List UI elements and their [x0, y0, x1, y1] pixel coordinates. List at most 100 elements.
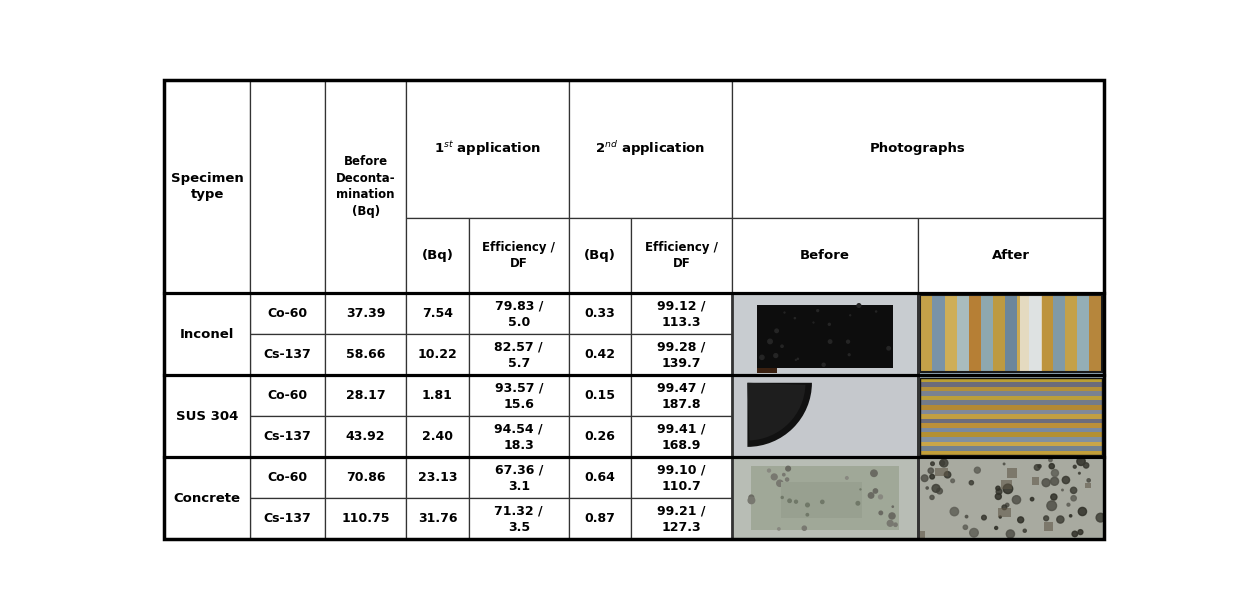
Bar: [757, 368, 777, 373]
Circle shape: [1038, 465, 1042, 468]
Circle shape: [823, 364, 825, 366]
Bar: [631, 416, 732, 457]
Bar: [920, 378, 1102, 455]
Bar: [1085, 483, 1091, 489]
Circle shape: [892, 506, 893, 508]
Bar: [407, 375, 469, 416]
Bar: [920, 378, 1102, 382]
Wedge shape: [747, 383, 811, 447]
Bar: [920, 391, 1102, 396]
Text: 43.92: 43.92: [346, 430, 385, 443]
Circle shape: [930, 495, 934, 500]
Bar: [1044, 522, 1053, 531]
Text: 82.57 /
5.7: 82.57 / 5.7: [495, 340, 543, 370]
Circle shape: [878, 495, 882, 499]
Bar: [920, 387, 1102, 391]
Bar: [917, 531, 924, 538]
Circle shape: [781, 345, 783, 348]
Bar: [407, 457, 469, 498]
Bar: [324, 80, 407, 294]
Circle shape: [1051, 470, 1059, 476]
Bar: [324, 294, 407, 335]
Bar: [631, 218, 732, 294]
Circle shape: [868, 493, 873, 498]
Circle shape: [803, 526, 807, 530]
Bar: [1042, 295, 1053, 372]
Circle shape: [1068, 503, 1070, 506]
Circle shape: [768, 339, 772, 344]
Circle shape: [748, 495, 753, 500]
Circle shape: [940, 459, 948, 467]
Circle shape: [1071, 495, 1076, 501]
Circle shape: [816, 310, 819, 311]
Text: 1$^{st}$ application: 1$^{st}$ application: [434, 139, 542, 158]
Text: 7.54: 7.54: [422, 308, 453, 321]
Text: 31.76: 31.76: [418, 512, 458, 525]
Circle shape: [820, 500, 824, 503]
Circle shape: [846, 477, 849, 479]
Bar: [250, 498, 324, 539]
Circle shape: [887, 346, 891, 350]
Bar: [918, 294, 1103, 375]
Text: 71.32 /
3.5: 71.32 / 3.5: [495, 504, 543, 534]
Text: 2.40: 2.40: [422, 430, 453, 443]
Circle shape: [1079, 473, 1080, 474]
Circle shape: [873, 489, 877, 493]
Bar: [933, 295, 945, 372]
Circle shape: [887, 520, 893, 526]
Circle shape: [965, 516, 967, 518]
Circle shape: [1044, 516, 1049, 520]
Circle shape: [1049, 459, 1053, 462]
Circle shape: [831, 487, 837, 493]
Text: 2$^{nd}$ application: 2$^{nd}$ application: [595, 139, 705, 158]
Bar: [920, 409, 1102, 414]
Text: 110.75: 110.75: [341, 512, 390, 525]
Bar: [569, 457, 631, 498]
Text: 0.64: 0.64: [585, 471, 616, 484]
Text: 93.57 /
15.6: 93.57 / 15.6: [495, 381, 543, 411]
Circle shape: [1050, 494, 1056, 500]
Circle shape: [800, 497, 805, 502]
Bar: [407, 80, 569, 218]
Text: 28.17: 28.17: [346, 389, 386, 403]
Bar: [998, 508, 1011, 517]
Bar: [469, 218, 569, 294]
Text: Inconel: Inconel: [179, 328, 234, 341]
Text: After: After: [992, 249, 1030, 262]
Circle shape: [982, 516, 986, 520]
Circle shape: [996, 489, 1002, 495]
Circle shape: [783, 473, 785, 476]
Circle shape: [894, 523, 897, 527]
Circle shape: [950, 508, 959, 516]
Bar: [732, 294, 917, 375]
Bar: [407, 498, 469, 539]
Circle shape: [856, 487, 858, 489]
Bar: [631, 375, 732, 416]
Bar: [732, 80, 1103, 218]
Text: Cs-137: Cs-137: [263, 430, 312, 443]
Circle shape: [794, 500, 798, 503]
Circle shape: [940, 461, 945, 465]
Text: (Bq): (Bq): [584, 249, 616, 262]
Circle shape: [1030, 498, 1034, 501]
Text: 0.87: 0.87: [585, 512, 616, 525]
Text: 58.66: 58.66: [346, 348, 385, 362]
Circle shape: [856, 501, 860, 505]
Bar: [920, 446, 1102, 451]
Bar: [920, 414, 1102, 419]
Circle shape: [999, 516, 1001, 518]
Circle shape: [928, 468, 934, 473]
Circle shape: [760, 356, 764, 359]
Circle shape: [785, 466, 790, 471]
Circle shape: [1042, 479, 1050, 487]
Bar: [732, 459, 917, 538]
Bar: [732, 376, 917, 457]
Bar: [1032, 477, 1039, 485]
Bar: [920, 424, 1102, 428]
Bar: [920, 295, 1101, 372]
Circle shape: [782, 497, 783, 498]
Bar: [920, 428, 1102, 432]
Circle shape: [944, 471, 951, 478]
Circle shape: [951, 479, 955, 482]
Text: 0.15: 0.15: [585, 389, 616, 403]
